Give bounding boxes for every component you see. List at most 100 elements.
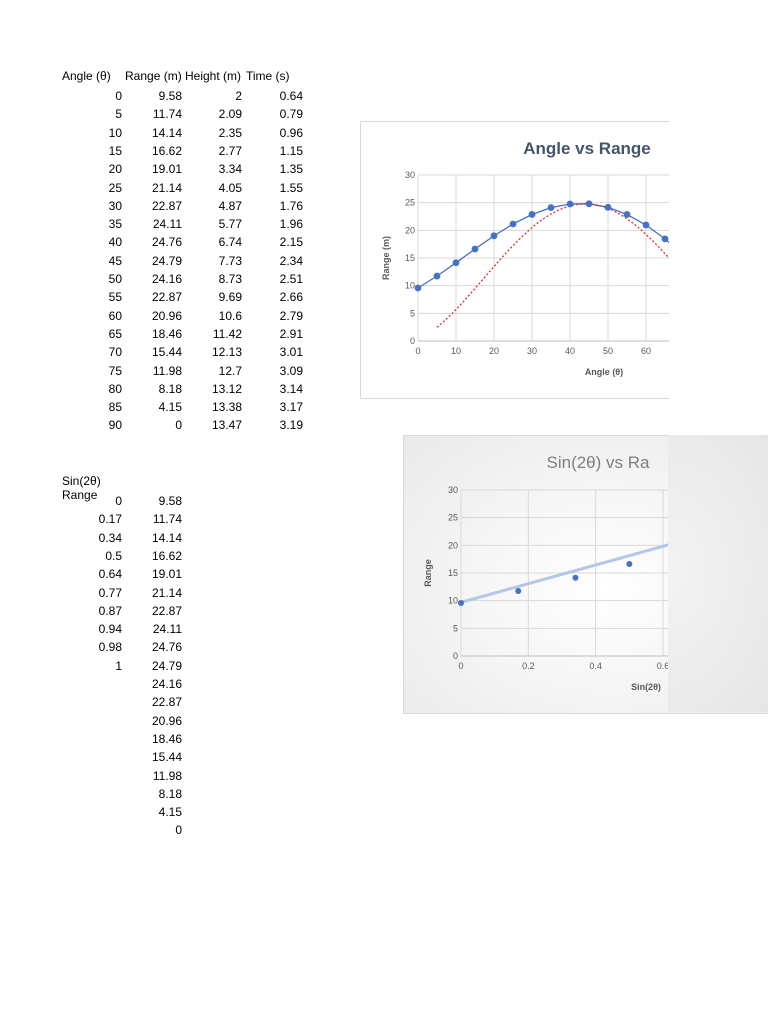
table1-cell: 9.58 <box>158 89 182 103</box>
table1-cell: 2.66 <box>279 290 303 305</box>
table1-cell: 22.87 <box>151 198 182 213</box>
chart-overflow-area <box>668 435 768 712</box>
y-tick-label: 30 <box>405 170 415 180</box>
trendline <box>436 203 669 328</box>
table1-cell: 1.96 <box>279 217 303 232</box>
table2-cell: 4.15 <box>158 805 182 820</box>
table2-cell: 14.14 <box>151 530 182 545</box>
table1-cell: 16.62 <box>151 143 182 158</box>
table1-cell: 11.74 <box>152 107 182 122</box>
table2-cell: 8.18 <box>158 786 182 801</box>
table2-cell: 11.74 <box>152 512 182 527</box>
data-point <box>433 272 441 280</box>
data-point <box>471 245 479 253</box>
table1-cell: 30 <box>108 198 122 213</box>
x-tick-label: 40 <box>565 346 575 356</box>
table2-cell: 18.46 <box>151 731 182 746</box>
chart-title: Angle vs Range <box>523 139 651 158</box>
table1-cell: 60 <box>108 308 122 323</box>
table1-cell: 8.18 <box>158 381 182 396</box>
table1-cell: 1.15 <box>279 143 303 158</box>
table1-cell: 1.35 <box>279 162 303 177</box>
table2-cell: 11.98 <box>152 768 182 783</box>
table2-cell: 20.96 <box>151 713 182 728</box>
table1-cell: 20 <box>108 162 122 177</box>
x-tick-label: 0.4 <box>589 661 602 671</box>
table1-cell: 12.7 <box>218 363 242 378</box>
table1-cell: 2.79 <box>279 308 303 323</box>
table2-cell: 22.87 <box>151 603 182 618</box>
table2-cell: 0.17 <box>98 512 122 527</box>
table1-cell: 3.19 <box>279 418 303 433</box>
table2-cell: 24.79 <box>151 658 182 673</box>
table1-cell: 0.96 <box>279 125 303 140</box>
table1-cell: 40 <box>108 235 122 250</box>
table1-cell: 1.55 <box>279 180 303 195</box>
data-point <box>490 232 498 240</box>
table1-cell: 4.87 <box>218 198 242 213</box>
table1-cell: 11.42 <box>212 326 242 341</box>
table1-cell: 7.73 <box>218 253 242 268</box>
table2-header-0: Sin(2θ) <box>62 474 101 488</box>
table1-cell: 2 <box>235 89 242 103</box>
table1-cell: 18.46 <box>151 326 182 341</box>
table1-cell: 13.12 <box>211 381 242 396</box>
table2-cell: 22.87 <box>151 695 182 710</box>
table2-cell: 0.77 <box>98 585 122 600</box>
table1-cell: 0 <box>175 418 182 433</box>
table1-cell: 3.17 <box>279 400 303 415</box>
y-tick-label: 10 <box>405 281 415 291</box>
table1-cell: 19.01 <box>151 162 182 177</box>
y-tick-label: 0 <box>410 336 415 346</box>
table2-cell: 1 <box>115 658 122 673</box>
data-point <box>585 200 593 208</box>
table1-header-0: Angle (θ) <box>62 69 111 83</box>
y-tick-label: 25 <box>448 513 458 523</box>
table1-header-1: Range (m) <box>125 69 182 83</box>
table2-cell: 0 <box>175 823 182 838</box>
table1-cell: 9.69 <box>218 290 242 305</box>
table1-cell: 2.51 <box>279 272 303 286</box>
data-point <box>528 211 536 218</box>
y-tick-label: 15 <box>448 568 458 578</box>
data-point <box>604 203 612 211</box>
table1-cell: 5.77 <box>218 217 242 232</box>
x-tick-label: 30 <box>527 346 537 356</box>
data-point <box>547 204 555 211</box>
angle-vs-range-chart[interactable]: Angle vs Range 0 5 10 15 20 25 30 0 10 20 30 40 50 60 A… <box>360 121 669 399</box>
x-tick-label: 50 <box>603 346 613 356</box>
table2-cell: 0.87 <box>98 603 122 618</box>
table2-cell: 0.64 <box>98 567 122 582</box>
data-point <box>515 588 522 595</box>
sin-range-table: Sin(2θ) Range 0 9.58 0.17 11.74 0.34 14.14 0.5 16… <box>62 474 182 837</box>
table1-cell: 70 <box>108 345 122 360</box>
table1-cell: 3.14 <box>279 381 303 396</box>
table1-cell: 2.34 <box>279 253 303 268</box>
table1-cell: 3.09 <box>279 363 303 378</box>
x-tick-label: 10 <box>451 346 461 356</box>
table1-cell: 80 <box>108 381 122 396</box>
table1-cell: 24.16 <box>151 272 182 286</box>
table1-cell: 65 <box>108 326 122 341</box>
table2-cell: 9.58 <box>158 494 182 508</box>
table1-cell: 20.96 <box>151 308 182 323</box>
table2-cell: 16.62 <box>151 548 182 563</box>
chart-title: Sin(2θ) vs Ra <box>547 453 651 472</box>
y-tick-label: 25 <box>405 198 415 208</box>
table1-cell: 15 <box>108 143 122 158</box>
x-tick-label: 20 <box>489 346 499 356</box>
y-tick-label: 20 <box>448 540 458 550</box>
table1-cell: 45 <box>108 253 122 268</box>
table1-cell: 90 <box>108 418 122 433</box>
table1-cell: 3.34 <box>218 162 242 177</box>
table1-cell: 21.14 <box>151 180 182 195</box>
table2-cell: 0.34 <box>98 530 122 545</box>
table2-header-1: Range <box>62 488 98 502</box>
table1-cell: 2.15 <box>279 235 303 250</box>
x-axis-label: Sin(2θ) <box>631 682 661 692</box>
table1-cell: 5 <box>115 107 122 122</box>
table1-cell: 14.14 <box>151 125 182 140</box>
y-tick-label: 15 <box>405 253 415 263</box>
data-point <box>509 220 517 228</box>
y-tick-label: 5 <box>410 308 415 318</box>
